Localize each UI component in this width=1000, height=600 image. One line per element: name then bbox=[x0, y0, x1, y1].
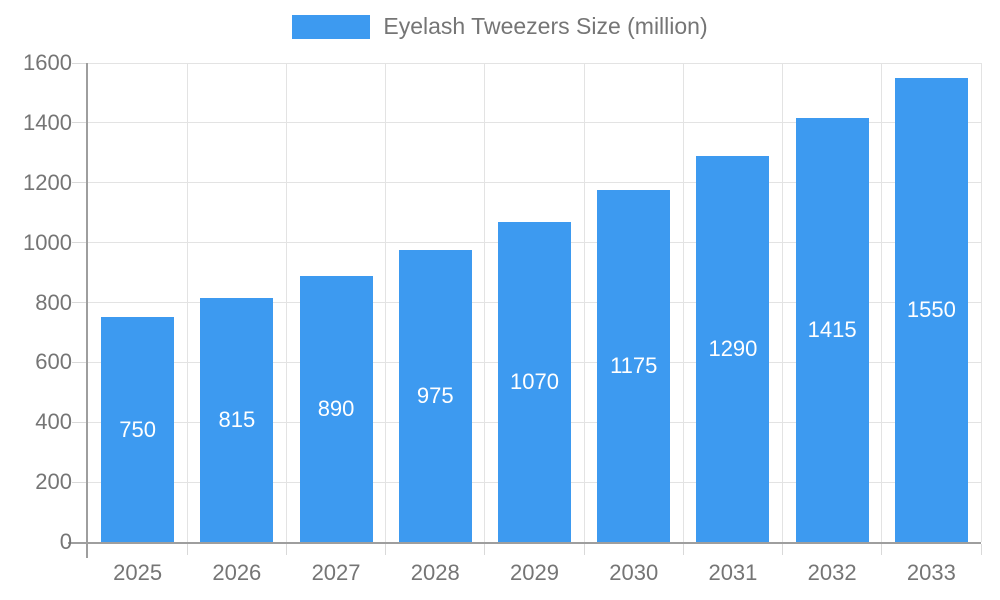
x-axis-label: 2032 bbox=[807, 560, 857, 585]
y-axis-label: 200 bbox=[35, 469, 72, 495]
x-gridline bbox=[881, 63, 883, 542]
y-axis-tick bbox=[72, 182, 86, 184]
bar-value-label: 975 bbox=[416, 383, 454, 409]
bar[interactable]: 1070 bbox=[498, 221, 571, 542]
x-gridline bbox=[782, 63, 784, 542]
bar-value-label: 1550 bbox=[906, 296, 956, 322]
x-axis-tick bbox=[186, 544, 188, 555]
bar[interactable]: 815 bbox=[200, 298, 274, 542]
x-axis-label: 2027 bbox=[311, 560, 361, 585]
x-axis-tick bbox=[881, 544, 883, 555]
y-axis-label: 1400 bbox=[23, 109, 72, 135]
y-gridline bbox=[88, 182, 981, 184]
x-axis-tick bbox=[980, 544, 982, 555]
bar-value-label: 815 bbox=[218, 406, 256, 432]
y-axis-tick bbox=[72, 361, 86, 363]
bar[interactable]: 975 bbox=[398, 250, 472, 542]
y-axis-label: 1600 bbox=[23, 50, 72, 75]
x-axis-label: 2031 bbox=[708, 560, 758, 585]
bar[interactable]: 1415 bbox=[795, 118, 869, 542]
bar[interactable]: 1550 bbox=[894, 77, 968, 542]
x-axis-tick bbox=[484, 544, 486, 555]
x-gridline bbox=[285, 63, 287, 542]
bar-value-label: 1415 bbox=[807, 317, 857, 343]
y-axis-line bbox=[86, 63, 88, 558]
y-axis-tick bbox=[72, 481, 86, 483]
y-axis-tick bbox=[72, 122, 86, 124]
x-axis-label: 2029 bbox=[510, 560, 559, 585]
x-axis-label: 2025 bbox=[113, 560, 163, 585]
bar[interactable]: 1175 bbox=[597, 190, 671, 542]
bar-value-label: 750 bbox=[119, 416, 156, 442]
y-axis-label: 0 bbox=[59, 529, 72, 554]
x-axis-tick bbox=[682, 544, 684, 555]
y-axis-tick bbox=[72, 421, 86, 423]
legend-swatch-icon bbox=[292, 14, 371, 39]
bar[interactable]: 890 bbox=[299, 275, 373, 542]
x-gridline bbox=[980, 63, 982, 542]
x-axis-label: 2033 bbox=[906, 560, 956, 585]
bar[interactable]: 750 bbox=[101, 317, 175, 542]
bar-value-label: 1175 bbox=[610, 353, 658, 379]
y-axis-label: 1000 bbox=[23, 229, 72, 255]
y-axis-tick bbox=[72, 302, 86, 303]
plot-area: 750 815 890 975 1070 1175 1290 1415 1550 bbox=[68, 62, 982, 558]
y-gridline bbox=[88, 62, 981, 64]
x-axis-label: 2030 bbox=[609, 560, 659, 585]
y-gridline bbox=[88, 122, 981, 124]
y-axis-tick bbox=[72, 62, 86, 64]
x-gridline bbox=[385, 63, 387, 542]
bar-value-label: 1070 bbox=[510, 368, 559, 394]
x-axis-line bbox=[68, 542, 981, 544]
y-axis-label: 800 bbox=[35, 289, 72, 315]
legend-label: Eyelash Tweezers Size (million) bbox=[383, 13, 708, 39]
x-axis-label: 2028 bbox=[410, 560, 460, 585]
y-axis-label: 400 bbox=[35, 409, 72, 435]
y-axis-tick bbox=[72, 242, 86, 244]
y-axis-label: 600 bbox=[35, 349, 72, 375]
legend-item[interactable]: Eyelash Tweezers Size (million) bbox=[0, 13, 1000, 40]
x-axis-tick bbox=[385, 544, 387, 555]
bar-value-label: 1290 bbox=[708, 335, 758, 361]
x-gridline bbox=[583, 63, 585, 542]
bar-value-label: 890 bbox=[317, 395, 355, 421]
y-axis-label: 1200 bbox=[23, 169, 72, 195]
x-axis-tick bbox=[782, 544, 784, 555]
x-gridline bbox=[484, 63, 486, 542]
x-gridline bbox=[682, 63, 684, 542]
x-axis-tick bbox=[285, 544, 287, 555]
bar[interactable]: 1290 bbox=[696, 155, 770, 542]
x-gridline bbox=[186, 63, 188, 542]
x-axis-tick bbox=[583, 544, 585, 555]
x-axis-label: 2026 bbox=[212, 560, 262, 585]
